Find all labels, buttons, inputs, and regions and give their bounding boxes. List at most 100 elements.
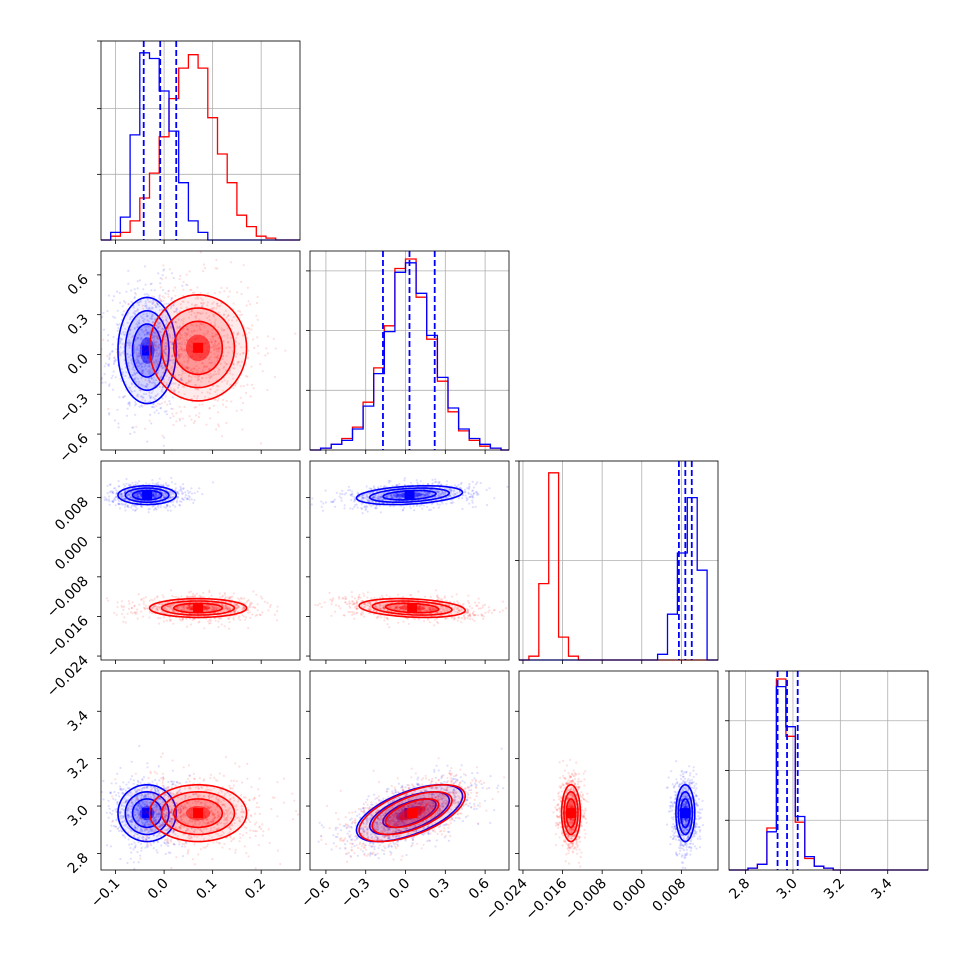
red-point [107,599,110,602]
blue-point [128,493,131,496]
blue-point [392,495,395,498]
blue-point [182,487,185,491]
blue-point [450,502,454,505]
red-point [213,347,216,350]
red-point [477,601,480,604]
red-point [194,375,197,378]
red-point [247,349,250,352]
red-point [185,382,188,385]
blue-point [350,498,353,502]
red-point [212,308,215,311]
blue-point [144,363,147,366]
red-point [247,627,250,630]
red-point [209,356,212,359]
red-point [175,420,178,423]
red-point [213,398,216,401]
blue-point [134,509,137,512]
blue-point [107,498,110,501]
blue-point [133,504,136,507]
red-point [224,608,228,611]
red-point [129,326,132,329]
red-point [180,352,183,355]
red-point [181,329,184,332]
red-point [227,608,230,611]
red-point [153,335,156,338]
blue-point [172,276,175,280]
red-point [236,604,239,607]
blue-point [174,482,177,485]
red-point [212,314,215,317]
red-point [215,344,218,347]
red-point [276,610,279,613]
red-point [180,319,183,322]
red-point [227,319,230,322]
blue-point [162,496,165,500]
blue-point [171,396,174,399]
red-point [259,363,262,366]
blue-point [182,487,185,490]
blue-point [150,422,153,425]
red-point [172,603,175,606]
blue-point [133,327,136,330]
red-point [165,619,168,622]
red-point [226,596,230,599]
blue-point [387,494,390,497]
blue-point [150,315,154,318]
blue-point [114,487,117,490]
red-point [155,300,158,303]
red-point [135,363,138,366]
red-point [284,349,287,352]
red-point [228,607,231,610]
red-point [165,381,168,384]
blue-point [331,500,335,503]
blue-point [351,490,354,493]
blue-point [147,308,150,311]
blue-point [155,365,158,368]
red-point [179,619,183,622]
blue-point [395,484,398,487]
blue-point [161,385,164,389]
blue-point [145,333,148,336]
red-point [209,377,212,380]
blue-point [137,383,140,386]
blue-point [106,484,109,487]
red-point [248,611,252,614]
corner-panels: −0.1 0.0 0.1 0.2 −0.6 −0.3 0.0 0.3 0.6−0.024−0.0… [44,40,929,923]
blue-point [168,376,171,379]
red-point [96,612,98,614]
red-point [186,328,190,331]
red-point [455,593,458,596]
red-point [147,358,150,361]
red-point [192,421,196,424]
red-point [239,364,242,367]
red-point [194,383,197,386]
blue-point [339,492,342,495]
blue-point [172,500,175,503]
blue-point [360,507,364,511]
red-point [233,363,236,366]
blue-point [179,378,182,381]
red-point [140,598,143,601]
blue-point [112,362,115,366]
blue-point [422,495,425,498]
blue-point [365,505,368,508]
red-peak-block [193,342,204,353]
red-point [154,395,157,398]
blue-point [112,370,115,373]
red-point [328,591,331,595]
blue-point [137,393,140,396]
blue-point [354,503,357,507]
blue-point [135,323,138,326]
blue-point [122,331,125,334]
blue-point [141,371,144,375]
blue-point [136,337,139,340]
panel-frame [309,250,510,451]
blue-point [124,301,127,304]
red-point [174,286,177,289]
red-point [240,280,243,283]
blue-point [377,486,380,489]
red-point [213,605,216,608]
blue-point [356,491,359,494]
red-point [158,325,161,328]
red-point [150,376,153,379]
